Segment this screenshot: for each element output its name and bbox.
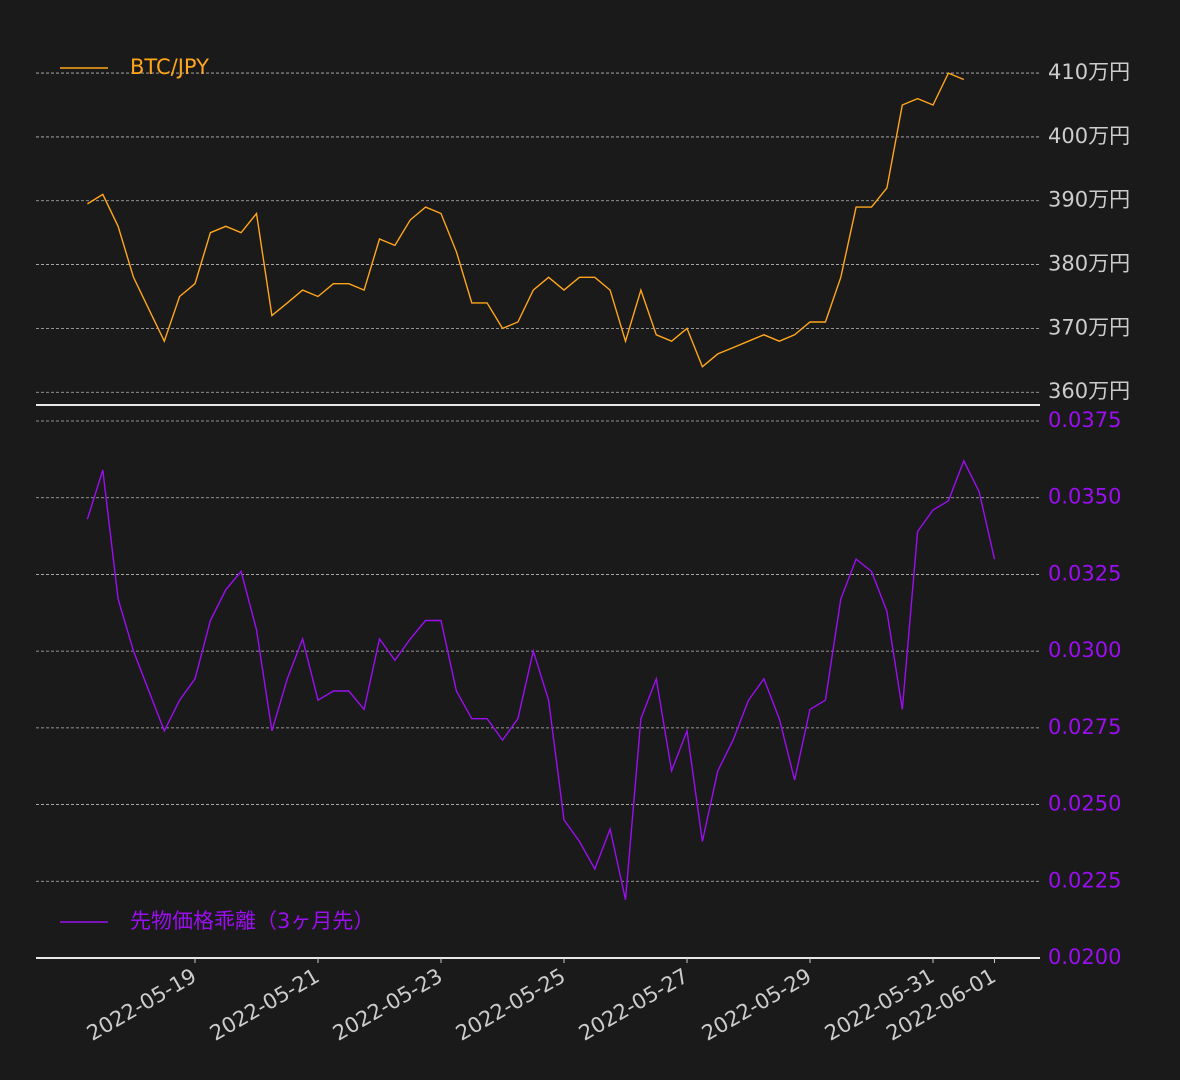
- y-tick-label: 0.0325: [1048, 561, 1121, 585]
- y-tick-label: 0.0300: [1048, 638, 1121, 662]
- legend-label: BTC/JPY: [130, 55, 209, 79]
- y-tick-label: 410万円: [1048, 60, 1130, 84]
- y-tick-label: 0.0275: [1048, 715, 1121, 739]
- legend-label: 先物価格乖離（3ヶ月先）: [130, 909, 374, 933]
- y-tick-label: 0.0375: [1048, 408, 1121, 432]
- y-tick-label: 380万円: [1048, 252, 1130, 276]
- y-tick-label: 370万円: [1048, 315, 1130, 339]
- y-tick-label: 0.0200: [1048, 945, 1121, 969]
- y-tick-label: 390万円: [1048, 188, 1130, 212]
- series-line: [86, 459, 996, 900]
- y-tick-label: 360万円: [1048, 379, 1130, 403]
- y-tick-label: 0.0250: [1048, 792, 1121, 816]
- y-tick-label: 400万円: [1048, 124, 1130, 148]
- y-tick-label: 0.0225: [1048, 868, 1121, 892]
- series-line: [87, 72, 965, 368]
- y-tick-label: 0.0350: [1048, 485, 1121, 509]
